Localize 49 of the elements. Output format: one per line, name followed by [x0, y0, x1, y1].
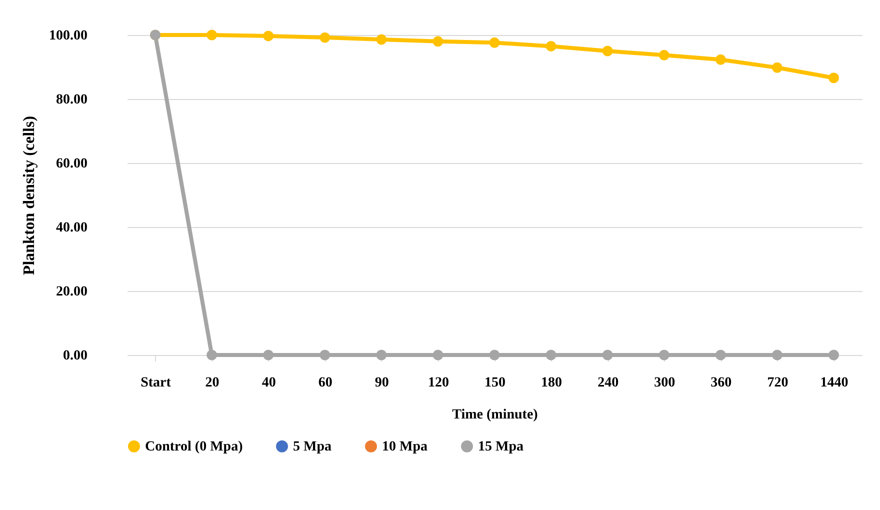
x-tick-label: 40 [262, 376, 276, 390]
point [263, 30, 274, 42]
y-tick-label: 60.00 [56, 156, 88, 172]
point [658, 50, 670, 60]
point [715, 54, 726, 65]
x-tick-label: Start [140, 376, 172, 390]
x-tick-label: 90 [374, 376, 389, 390]
point [206, 350, 218, 360]
legend-label: 10 Mpa [382, 439, 428, 454]
point [489, 37, 500, 48]
point [715, 350, 726, 360]
point [602, 350, 613, 360]
x-tick-label: 180 [541, 376, 562, 390]
point [772, 350, 782, 360]
y-tick-label: 100.00 [49, 28, 88, 44]
point [489, 350, 500, 360]
y-tick-label: 20.00 [56, 284, 88, 300]
x-tick-label: 360 [710, 376, 732, 390]
legend-label: 15 Mpa [478, 439, 524, 454]
x-tick-label: 20 [205, 376, 220, 390]
point [602, 46, 613, 56]
point [206, 30, 218, 40]
x-tick-label: 60 [318, 376, 332, 390]
x-tick-label: 300 [654, 376, 676, 390]
point [320, 350, 330, 360]
y-axis-title: Plankton density (cells) [21, 116, 38, 276]
x-tick-label: 1440 [820, 376, 848, 390]
legend-label: Control (0 Mpa) [145, 439, 244, 454]
point [546, 40, 556, 52]
point [376, 34, 387, 45]
x-tick-label: 720 [767, 376, 788, 390]
y-tick-label: 40.00 [56, 220, 88, 236]
point [658, 350, 670, 360]
point [546, 350, 556, 360]
y-tick-label: 80.00 [56, 92, 88, 108]
x-tick-label: 240 [598, 376, 619, 390]
point [432, 36, 444, 47]
point [828, 72, 839, 84]
point [772, 62, 782, 73]
point [828, 350, 839, 360]
point [320, 32, 330, 43]
legend-label: 5 Mpa [293, 439, 332, 454]
x-tick-label: 150 [484, 376, 506, 390]
x-axis-title: Time (minute) [452, 408, 538, 422]
x-tick-label: 120 [428, 376, 449, 390]
y-tick-label: 0.00 [63, 348, 88, 364]
point [263, 350, 274, 360]
point [376, 350, 387, 360]
point [432, 350, 444, 360]
